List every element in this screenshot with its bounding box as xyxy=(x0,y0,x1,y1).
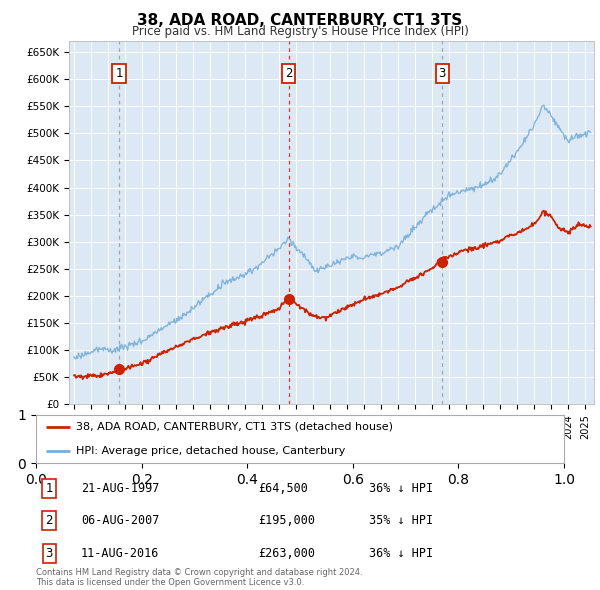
Text: 2: 2 xyxy=(46,514,53,527)
Text: £263,000: £263,000 xyxy=(258,546,315,560)
Text: 3: 3 xyxy=(46,546,53,560)
Text: 36% ↓ HPI: 36% ↓ HPI xyxy=(368,481,433,495)
Text: £64,500: £64,500 xyxy=(258,481,308,495)
Text: 06-AUG-2007: 06-AUG-2007 xyxy=(81,514,159,527)
Text: Contains HM Land Registry data © Crown copyright and database right 2024.
This d: Contains HM Land Registry data © Crown c… xyxy=(36,568,362,587)
Text: 1: 1 xyxy=(115,67,123,80)
Text: 38, ADA ROAD, CANTERBURY, CT1 3TS (detached house): 38, ADA ROAD, CANTERBURY, CT1 3TS (detac… xyxy=(76,422,392,432)
Text: 2: 2 xyxy=(285,67,292,80)
Text: HPI: Average price, detached house, Canterbury: HPI: Average price, detached house, Cant… xyxy=(76,446,345,456)
Text: 1: 1 xyxy=(46,481,53,495)
Text: 36% ↓ HPI: 36% ↓ HPI xyxy=(368,546,433,560)
Text: 11-AUG-2016: 11-AUG-2016 xyxy=(81,546,159,560)
Text: Price paid vs. HM Land Registry's House Price Index (HPI): Price paid vs. HM Land Registry's House … xyxy=(131,25,469,38)
Text: 3: 3 xyxy=(439,67,446,80)
Text: 35% ↓ HPI: 35% ↓ HPI xyxy=(368,514,433,527)
Text: 21-AUG-1997: 21-AUG-1997 xyxy=(81,481,159,495)
Text: 38, ADA ROAD, CANTERBURY, CT1 3TS: 38, ADA ROAD, CANTERBURY, CT1 3TS xyxy=(137,13,463,28)
Text: £195,000: £195,000 xyxy=(258,514,315,527)
